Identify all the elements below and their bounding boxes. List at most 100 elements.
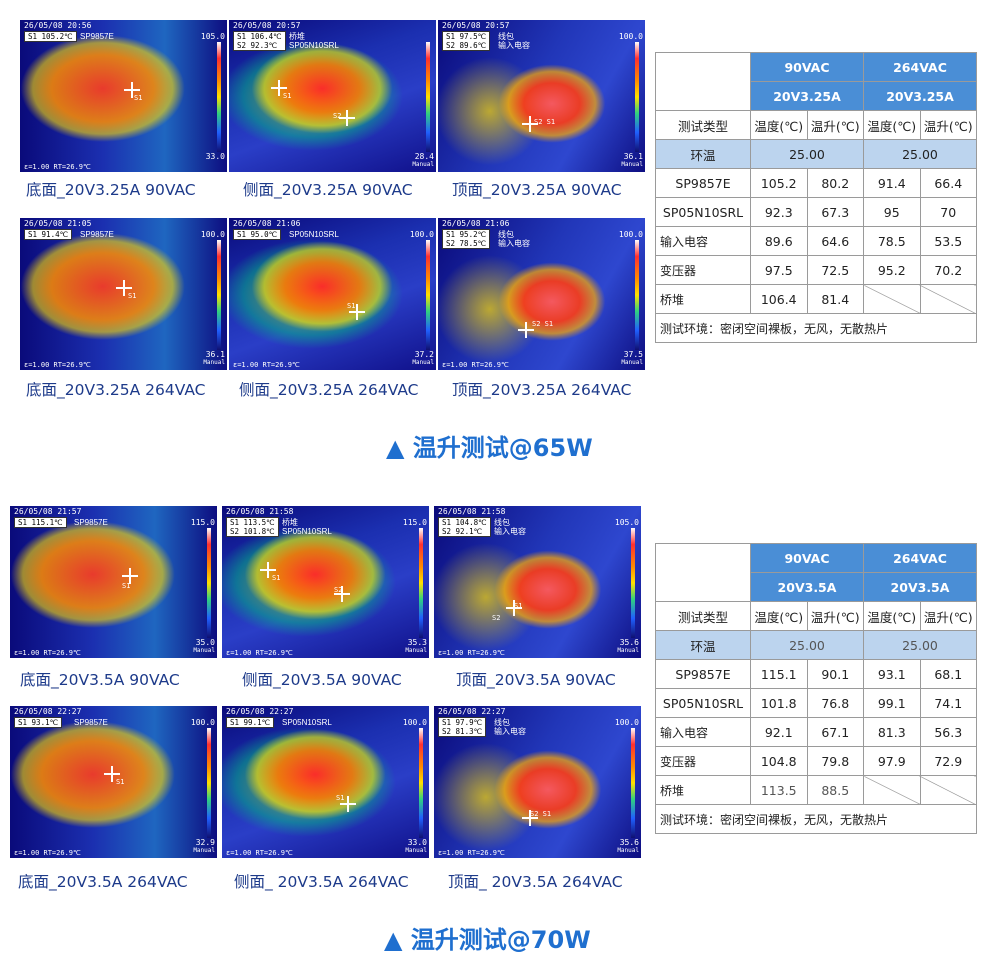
marker-label: S2 S1 xyxy=(530,810,552,818)
table-cell: 67.1 xyxy=(806,717,864,747)
image-caption: 侧面_20V3.5A 90VAC xyxy=(242,671,402,689)
mode-label: Manual xyxy=(193,847,215,854)
table-cell: 66.4 xyxy=(919,168,977,198)
table-cell: 97.9 xyxy=(863,746,921,776)
readout-line: S1 97.9℃ xyxy=(442,718,483,727)
crosshair-marker xyxy=(518,322,534,338)
crosshair-marker xyxy=(271,80,287,96)
emissivity-footer: ε=1.00 RT=26.9℃ xyxy=(438,649,505,657)
header-cell: 温度(℃) xyxy=(750,110,808,140)
table-cell: SP9857E xyxy=(655,168,751,198)
empty-cell xyxy=(919,775,977,805)
readout-line: S1 97.5℃ xyxy=(446,32,487,41)
table-corner xyxy=(655,543,751,602)
section-title: ▲ 温升测试@65W xyxy=(386,434,593,462)
ambient-label: 环温 xyxy=(655,630,751,660)
table-cell: 56.3 xyxy=(919,717,977,747)
table-cell: 72.5 xyxy=(806,255,864,285)
emissivity-footer: ε=1.00 RT=26.9℃ xyxy=(226,649,293,657)
header-cell: 测试类型 xyxy=(655,110,751,140)
marker-label: S1 xyxy=(347,302,356,310)
empty-cell xyxy=(863,775,921,805)
marker-label: S1 xyxy=(122,582,131,590)
color-scale-bar xyxy=(635,42,639,152)
ambient-value: 25.00 xyxy=(863,139,977,169)
header-load: 20V3.25A xyxy=(863,81,977,111)
table-cell: 113.5 xyxy=(750,775,808,805)
emissivity-footer: ε=1.00 RT=26.9℃ xyxy=(438,849,505,857)
scale-max: 100.0 xyxy=(402,718,427,727)
color-scale-bar xyxy=(426,42,430,152)
mode-label: Manual xyxy=(617,647,639,654)
timestamp: 26/05/08 20:57 xyxy=(442,21,510,30)
scale-max: 100.0 xyxy=(614,718,639,727)
marker-label: S1 xyxy=(283,92,292,100)
scale-max: 100.0 xyxy=(409,230,434,239)
readout-box: S1 115.1℃ xyxy=(14,517,67,528)
color-scale-bar xyxy=(635,240,639,350)
thermal-image: 26/05/08 21:57 S1 115.1℃ SP9857E 115.0 3… xyxy=(10,506,217,658)
table-row: 桥堆 106.4 81.4 xyxy=(655,284,977,314)
component-tag: 线包 输入电容 xyxy=(498,32,530,50)
timestamp: 26/05/08 21:06 xyxy=(442,219,510,228)
component-tag: SP9857E xyxy=(74,518,108,527)
table-row: 输入电容 92.1 67.1 81.3 56.3 xyxy=(655,717,977,747)
readout-line: S2 78.5℃ xyxy=(446,239,487,248)
mode-label: Manual xyxy=(412,161,434,168)
table-row: SP9857E 105.2 80.2 91.4 66.4 xyxy=(655,168,977,198)
header-cell: 温升(℃) xyxy=(919,601,977,631)
crosshair-marker xyxy=(349,304,365,320)
thermal-image: 26/05/08 21:58 S1 113.5℃ S2 101.8℃ 桥堆 SP… xyxy=(222,506,429,658)
header-voltage: 264VAC xyxy=(863,543,977,573)
scale-min: 28.4 xyxy=(414,152,434,161)
header-voltage: 90VAC xyxy=(750,52,864,82)
image-caption: 顶面_ 20V3.5A 264VAC xyxy=(448,873,623,891)
scale-max: 105.0 xyxy=(200,32,225,41)
emissivity-footer: ε=1.00 RT=26.9℃ xyxy=(14,649,81,657)
marker-label: S1 xyxy=(514,602,523,610)
marker-label: S1 xyxy=(134,94,143,102)
table-cell: 74.1 xyxy=(919,688,977,718)
readout-line: S1 106.4℃ xyxy=(237,32,282,41)
scale-max: 100.0 xyxy=(190,718,215,727)
thermal-image: 26/05/08 21:06 S1 95.2℃ S2 78.5℃ 线包 输入电容… xyxy=(438,218,645,370)
table-cell: 90.1 xyxy=(806,659,864,689)
thermal-image: 26/05/08 22:27 S1 99.1℃ SP05N10SRL 100.0… xyxy=(222,706,429,858)
table-cell: 89.6 xyxy=(750,226,808,256)
header-cell: 温升(℃) xyxy=(806,110,864,140)
table-cell: 99.1 xyxy=(863,688,921,718)
table-cell: 105.2 xyxy=(750,168,808,198)
crosshair-marker xyxy=(339,110,355,126)
table-cell: 输入电容 xyxy=(655,717,751,747)
scale-max: 100.0 xyxy=(618,32,643,41)
mode-label: Manual xyxy=(193,647,215,654)
component-tag: SP05N10SRL xyxy=(289,230,339,239)
image-caption: 顶面_20V3.25A 264VAC xyxy=(452,381,632,399)
readout-line: S2 101.8℃ xyxy=(230,527,275,536)
readout-line: S2 81.3℃ xyxy=(442,727,483,736)
scale-max: 115.0 xyxy=(190,518,215,527)
header-cell: 温升(℃) xyxy=(919,110,977,140)
scale-min: 37.2 xyxy=(414,350,434,359)
timestamp: 26/05/08 20:57 xyxy=(233,21,301,30)
table-cell: 92.3 xyxy=(750,197,808,227)
marker-label: S2 xyxy=(492,614,501,622)
header-cell: 温度(℃) xyxy=(750,601,808,631)
table-row: 变压器 97.5 72.5 95.2 70.2 xyxy=(655,255,977,285)
ambient-value: 25.00 xyxy=(750,630,864,660)
color-scale-bar xyxy=(419,528,423,638)
emissivity-footer: ε=1.00 RT=26.9℃ xyxy=(226,849,293,857)
readout-line: S1 99.1℃ xyxy=(230,718,271,727)
scale-min: 33.0 xyxy=(205,152,225,161)
header-cell: 温度(℃) xyxy=(863,110,921,140)
readout-line: S2 92.3℃ xyxy=(237,41,278,50)
scale-min: 36.1 xyxy=(205,350,225,359)
table-cell: 81.4 xyxy=(806,284,864,314)
table-cell: 变压器 xyxy=(655,255,751,285)
table-cell: 88.5 xyxy=(806,775,864,805)
crosshair-marker xyxy=(522,810,538,826)
table-row: 桥堆 113.5 88.5 xyxy=(655,775,977,805)
component-tag: 线包 输入电容 xyxy=(498,230,530,248)
component-tag: 线包 输入电容 xyxy=(494,518,526,536)
thermal-image: 26/05/08 20:56 S1 105.2℃ SP9857E 105.0 3… xyxy=(20,20,227,172)
